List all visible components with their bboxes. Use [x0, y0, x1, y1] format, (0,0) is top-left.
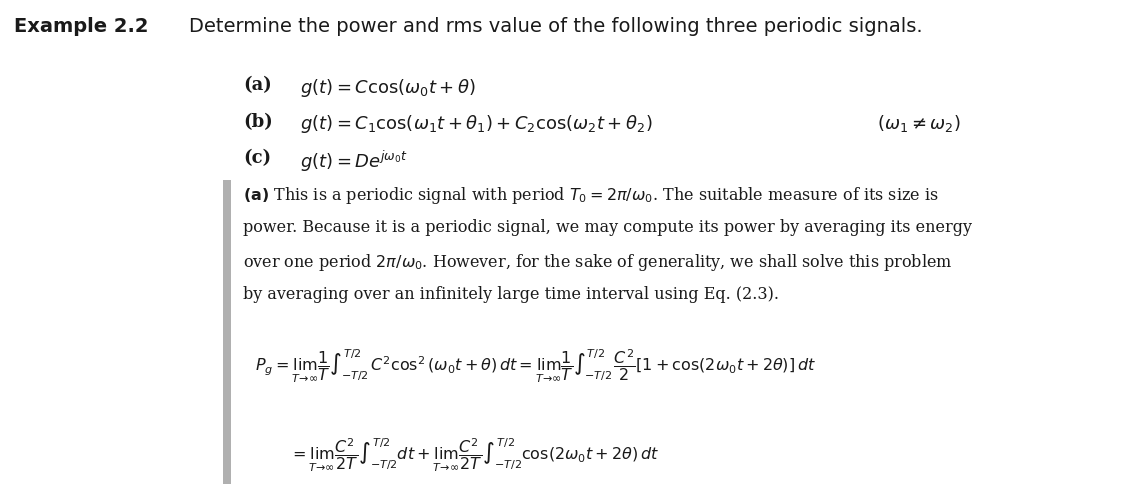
- Text: power. Because it is a periodic signal, we may compute its power by averaging it: power. Because it is a periodic signal, …: [243, 219, 972, 236]
- Text: (a): (a): [243, 77, 272, 94]
- Text: $P_g = \lim_{T\to\infty}\dfrac{1}{T}\int_{-T/2}^{T/2} C^2\cos^2(\omega_0 t+\thet: $P_g = \lim_{T\to\infty}\dfrac{1}{T}\int…: [255, 348, 816, 385]
- Text: $= \lim_{T\to\infty}\dfrac{C^2}{2T}\int_{-T/2}^{T/2} dt + \lim_{T\to\infty}\dfra: $= \lim_{T\to\infty}\dfrac{C^2}{2T}\int_…: [289, 437, 659, 474]
- Text: $g(t) = C_1\cos(\omega_1 t + \theta_1) + C_2\cos(\omega_2 t + \theta_2)$: $g(t) = C_1\cos(\omega_1 t + \theta_1) +…: [300, 113, 652, 135]
- Text: Determine the power and rms value of the following three periodic signals.: Determine the power and rms value of the…: [189, 17, 923, 36]
- Text: over one period $2\pi/\omega_0$. However, for the sake of generality, we shall s: over one period $2\pi/\omega_0$. However…: [243, 252, 953, 274]
- Text: by averaging over an infinitely large time interval using Eq. (2.3).: by averaging over an infinitely large ti…: [243, 286, 779, 303]
- Text: $g(t) = De^{j\omega_0 t}$: $g(t) = De^{j\omega_0 t}$: [300, 149, 408, 174]
- Text: $g(t) = C\cos(\omega_0 t + \theta)$: $g(t) = C\cos(\omega_0 t + \theta)$: [300, 77, 475, 99]
- Text: $\mathbf{(a)}$ This is a periodic signal with period $T_0 = 2\pi/\omega_0$. The : $\mathbf{(a)}$ This is a periodic signal…: [243, 185, 940, 206]
- Bar: [223, 180, 231, 484]
- Text: (c): (c): [243, 149, 272, 166]
- Text: (b): (b): [243, 113, 273, 130]
- Text: $(\omega_1 \neq \omega_2)$: $(\omega_1 \neq \omega_2)$: [877, 113, 961, 134]
- Text: Example 2.2: Example 2.2: [14, 17, 148, 36]
